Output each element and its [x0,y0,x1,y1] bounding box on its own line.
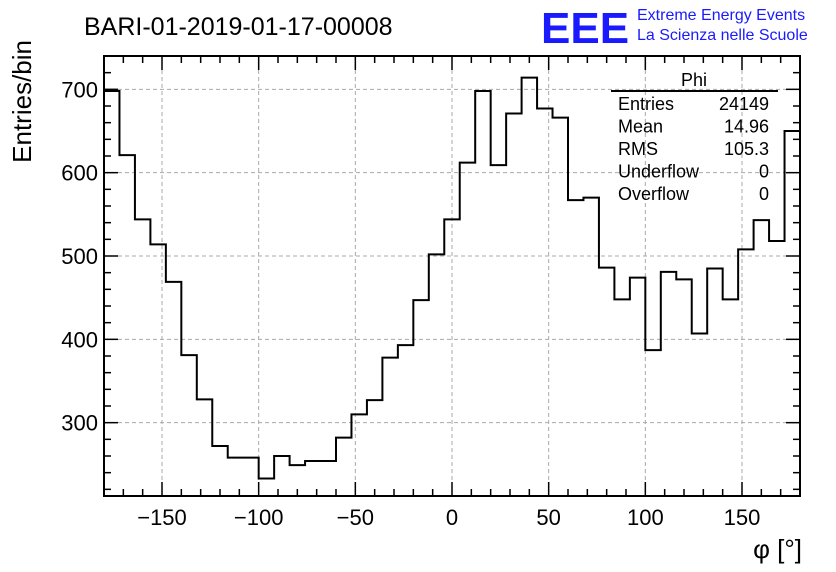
histogram-bin [351,414,366,496]
histogram-bin [321,461,336,496]
histogram-bin [104,91,119,496]
histogram-bin [599,268,614,496]
stats-title: Phi [681,70,707,90]
histogram-bin [228,458,243,496]
histogram-bin [707,269,722,497]
histogram-bin [382,358,397,496]
y-tick-labels: 300 400 500 600 700 [61,77,98,435]
histogram-bin [506,114,521,497]
x-tick-label: 150 [724,505,761,530]
x-tick-labels: −150 −100 −50 0 50 100 150 [137,505,760,530]
logo-mark: EEE [541,4,629,53]
stats-value: 14.96 [724,117,769,137]
histogram-bin [398,345,413,496]
stats-rows: Entries 24149 Mean 14.96 RMS 105.3 Underflow 0 O… [618,94,769,204]
histogram-bin [413,300,428,496]
histogram-bin [723,299,738,496]
y-tick-label: 300 [61,411,98,436]
histogram-bin [537,109,552,497]
histogram-bin [197,399,212,496]
y-tick-label: 500 [61,244,98,269]
x-tick-label: −150 [137,505,187,530]
stats-box: Phi Entries 24149 Mean 14.96 RMS 105.3 Underfl… [611,70,778,204]
histogram-outline [104,76,800,480]
histogram-bin [614,299,629,496]
histogram-bin [305,461,320,496]
logo-line-1: Extreme Energy Events [637,7,805,24]
histogram-bin [135,219,150,496]
grid-lines [104,56,800,496]
stats-value: 0 [759,162,769,182]
histogram-bin [553,118,568,496]
logo-line-2: La Scienza nelle Scuole [637,27,808,44]
histogram-bin [692,334,707,497]
histogram-bin [274,456,289,496]
histogram-bin [119,155,134,496]
histogram-bin [460,163,475,496]
x-tick-label: −50 [337,505,374,530]
stats-value: 0 [759,184,769,204]
histogram-bin [738,249,753,496]
histogram-bin [568,200,583,496]
y-tick-label: 700 [61,77,98,102]
histogram-bin [583,198,598,496]
histogram-bin [522,78,537,496]
x-tick-label: 50 [536,505,560,530]
chart-title: BARI-01-2019-01-17-00008 [84,13,393,41]
histogram-bin [645,350,660,496]
histogram-bin [243,458,258,496]
histogram-bin [444,219,459,496]
y-tick-label: 400 [61,327,98,352]
x-tick-label: 0 [446,505,458,530]
stats-label: RMS [618,139,658,159]
x-tick-label: 100 [627,505,664,530]
histogram-bin [769,241,784,496]
histogram-bin [166,282,181,496]
stats-label: Mean [618,117,663,137]
stats-label: Entries [618,94,674,114]
x-axis-title: φ [°] [753,534,802,564]
histogram-bin [336,438,351,496]
eee-logo: EEE Extreme Energy Events La Scienza nel… [541,4,808,53]
histogram-bin [367,400,382,496]
histogram-bin [491,165,506,496]
histogram-bin [181,355,196,496]
histogram-bin [754,220,769,496]
histogram-bin [150,244,165,496]
axis-ticks [104,55,800,496]
stats-label: Underflow [618,162,700,182]
y-axis-title: Entries/bin [7,40,37,163]
histogram-bin [475,91,490,496]
histogram-bin [429,254,444,496]
histogram-bin [785,131,800,496]
histogram-bin [259,479,274,497]
histogram-bin [676,279,691,496]
histogram-bin [630,278,645,496]
histogram-bin [212,446,227,496]
stats-value: 105.3 [724,139,769,159]
histogram-bin [661,272,676,496]
x-tick-label: −100 [234,505,284,530]
stats-label: Overflow [618,184,690,204]
stats-value: 24149 [719,94,769,114]
y-tick-label: 600 [61,161,98,186]
